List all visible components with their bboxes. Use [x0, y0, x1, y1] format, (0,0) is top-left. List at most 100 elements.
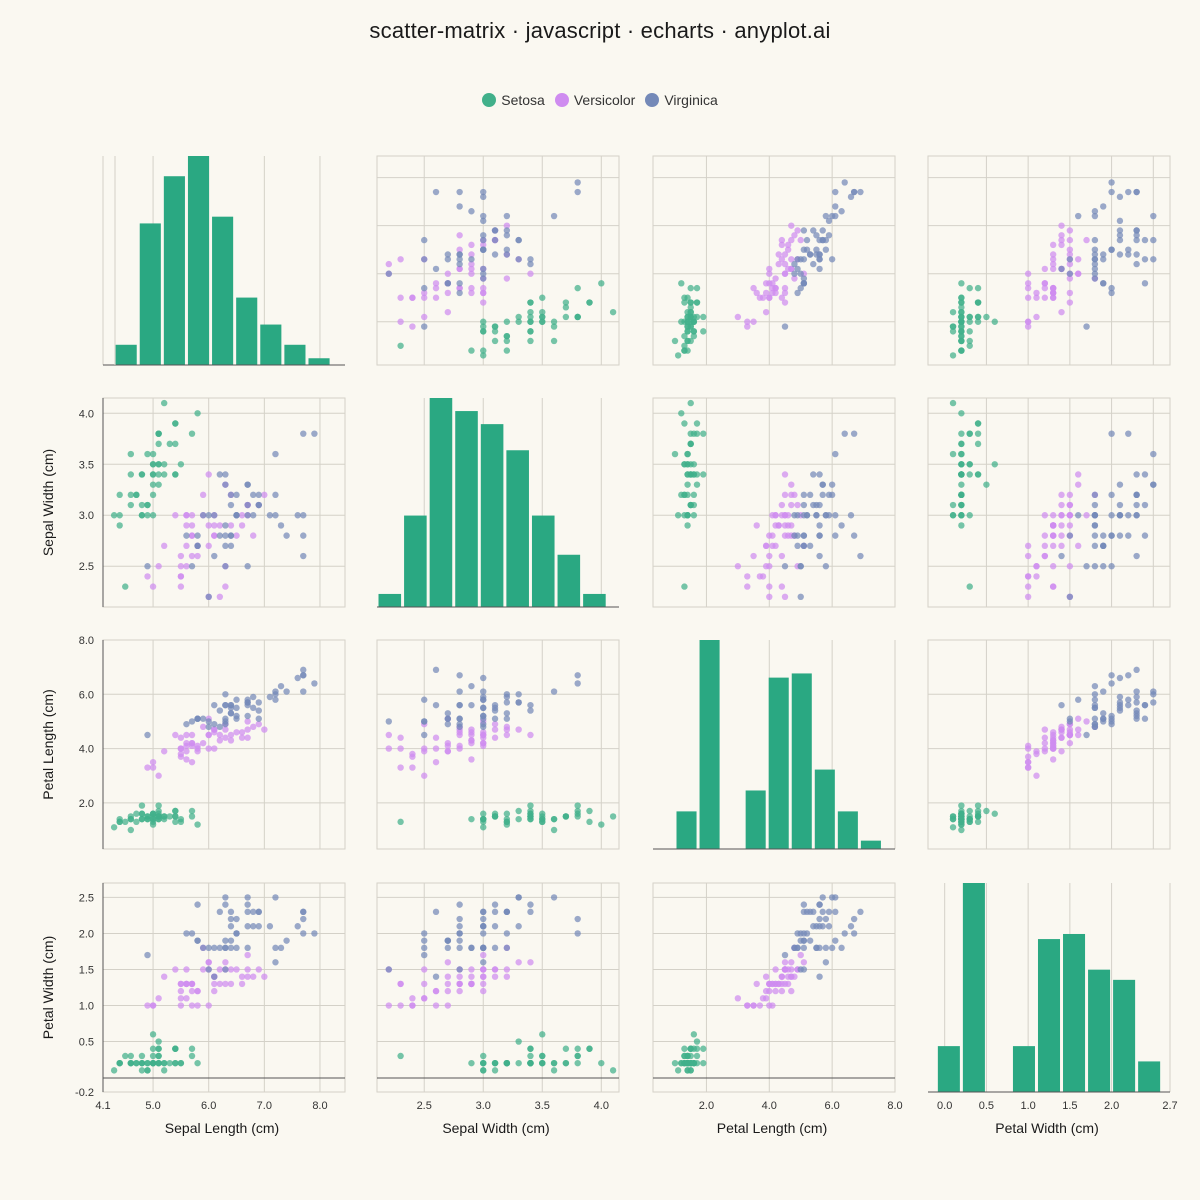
data-point — [133, 491, 140, 499]
data-point — [949, 323, 957, 330]
data-point — [803, 236, 811, 244]
data-point — [205, 745, 212, 752]
data-point — [233, 532, 240, 539]
data-point — [480, 810, 487, 817]
data-point — [432, 734, 440, 741]
data-point — [177, 995, 185, 1002]
data-point — [788, 236, 795, 244]
histogram-bar — [139, 223, 161, 365]
data-point — [300, 915, 307, 923]
data-point — [155, 772, 162, 779]
data-point — [775, 251, 782, 258]
data-point — [822, 915, 830, 923]
data-point — [684, 522, 691, 529]
data-point — [456, 688, 463, 695]
data-point — [211, 745, 218, 752]
data-point — [172, 420, 179, 427]
chart-title: scatter-matrix · javascript · echarts · … — [369, 18, 831, 43]
data-point — [1058, 265, 1065, 273]
data-point — [244, 973, 251, 980]
data-point — [503, 337, 511, 345]
histogram-bar — [1088, 969, 1111, 1092]
data-point — [550, 337, 558, 345]
data-point — [515, 923, 522, 930]
data-point — [687, 299, 694, 306]
data-point — [227, 944, 235, 952]
data-point — [397, 256, 404, 263]
data-point — [797, 563, 804, 570]
data-point — [211, 522, 218, 529]
data-point — [574, 915, 581, 923]
x-tick-label: 8.0 — [887, 1100, 902, 1112]
data-point — [797, 937, 804, 944]
data-point — [1066, 275, 1074, 282]
data-point — [958, 280, 965, 287]
data-point — [527, 256, 534, 263]
data-point — [194, 542, 201, 550]
data-point — [172, 813, 179, 820]
data-point — [110, 1067, 118, 1074]
data-point — [1024, 542, 1032, 550]
histogram-bar — [115, 344, 137, 365]
data-point — [800, 542, 808, 550]
data-point — [456, 715, 463, 722]
data-point — [188, 742, 196, 750]
data-point — [211, 701, 218, 709]
data-point — [188, 1002, 196, 1009]
histogram-bar — [163, 176, 185, 365]
data-point — [503, 973, 511, 980]
data-point — [177, 583, 185, 590]
data-point — [810, 501, 817, 509]
data-point — [788, 481, 795, 488]
data-point — [1133, 471, 1140, 478]
y-tick-label: 8.0 — [79, 635, 94, 647]
data-point — [690, 332, 698, 340]
data-point — [138, 471, 146, 478]
data-point — [1049, 532, 1057, 539]
data-point — [480, 739, 487, 747]
data-point — [1058, 491, 1065, 499]
data-point — [149, 758, 157, 766]
legend-item-versicolor[interactable]: Versicolor — [554, 92, 635, 108]
data-point — [766, 265, 773, 273]
data-point — [444, 748, 452, 755]
data-point — [515, 1038, 522, 1045]
data-point — [671, 1059, 679, 1067]
data-point — [841, 430, 848, 437]
data-point — [155, 461, 162, 468]
x-tick-label: 0.0 — [937, 1100, 952, 1112]
data-point — [766, 552, 773, 560]
data-point — [794, 542, 801, 550]
data-point — [756, 1002, 764, 1009]
legend-item-setosa[interactable]: Setosa — [482, 92, 545, 108]
data-point — [183, 966, 190, 973]
data-point — [784, 265, 792, 273]
data-point — [397, 818, 404, 826]
data-point — [791, 232, 798, 239]
histogram-bar — [404, 515, 427, 607]
data-point — [177, 818, 185, 826]
data-point — [1058, 552, 1065, 560]
x-tick-label: 7.0 — [257, 1100, 272, 1112]
data-point — [1116, 251, 1124, 258]
data-point — [177, 745, 185, 752]
data-point — [1100, 532, 1107, 539]
data-point — [1100, 688, 1107, 695]
panel-sepal-width-vs-sepal-width — [377, 398, 619, 608]
data-point — [983, 313, 990, 321]
data-point — [491, 1067, 499, 1074]
legend-item-virginica[interactable]: Virginica — [645, 92, 718, 108]
x-axis-title-petal-length: Petal Length (cm) — [717, 1120, 828, 1136]
data-point — [772, 987, 779, 995]
data-point — [609, 1067, 617, 1074]
data-point — [958, 323, 965, 330]
data-point — [222, 563, 229, 570]
data-point — [160, 461, 168, 468]
data-point — [503, 723, 511, 731]
data-point — [277, 682, 285, 690]
data-point — [803, 246, 811, 253]
data-point — [491, 715, 499, 722]
data-point — [1116, 217, 1124, 225]
data-point — [1108, 289, 1115, 297]
